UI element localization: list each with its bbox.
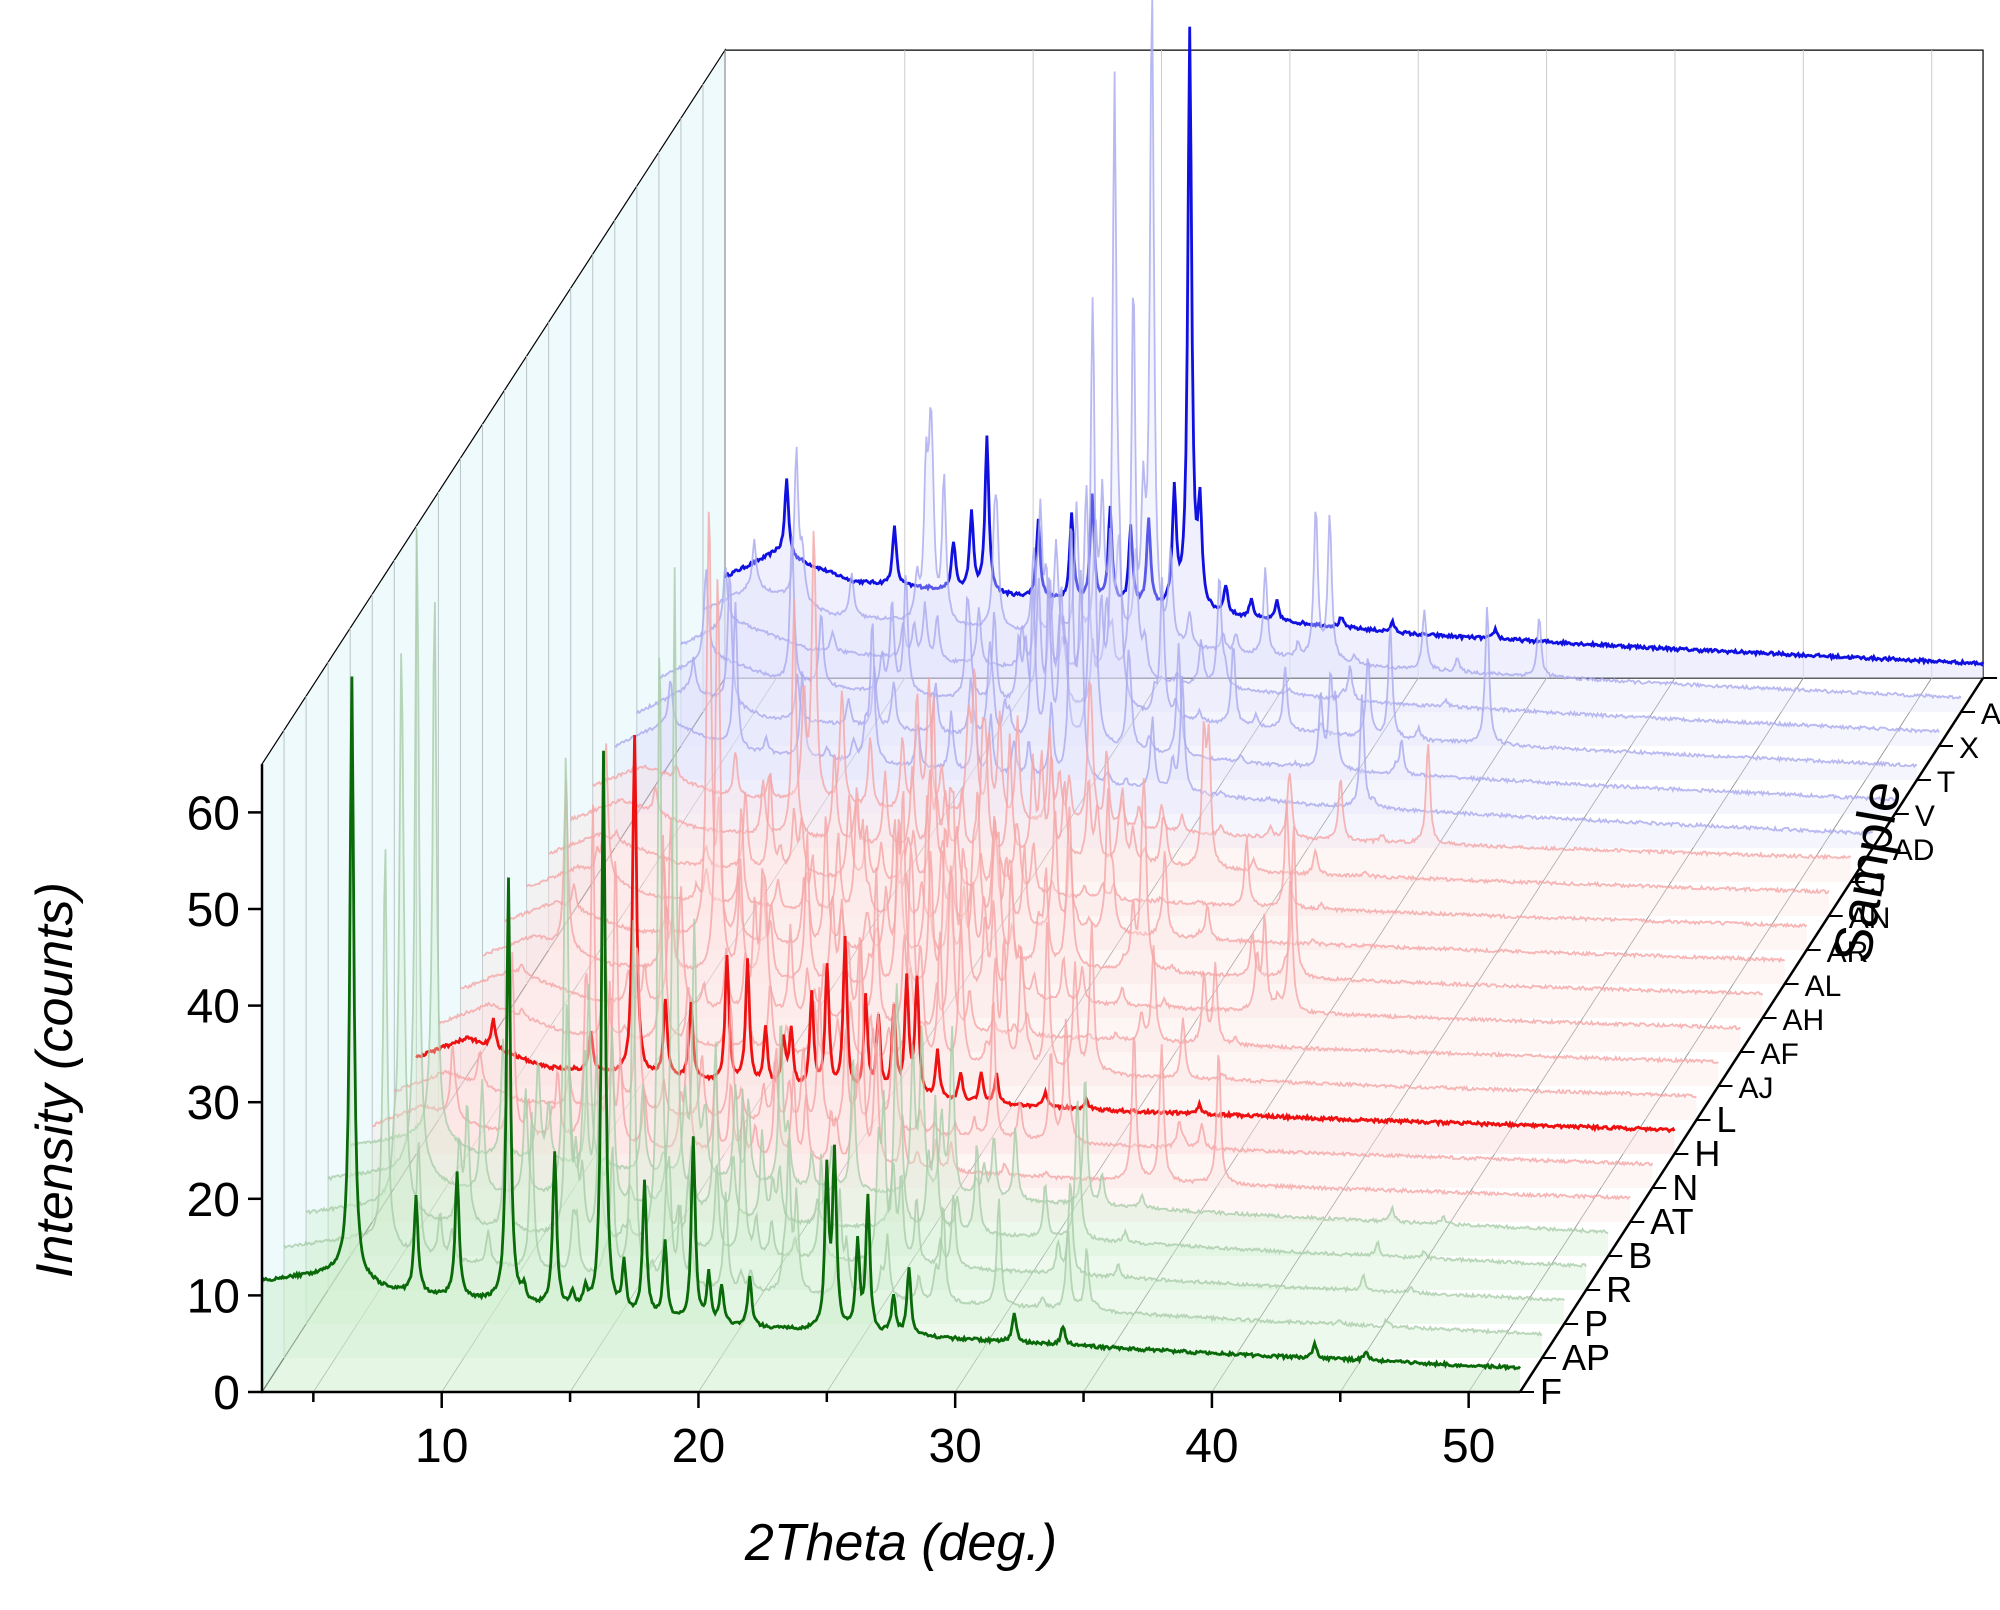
- series-fill: [328, 529, 1587, 1290]
- series-fill: [680, 297, 1939, 746]
- y-tick-label: 10: [187, 1270, 240, 1323]
- series-fill: [570, 598, 1829, 916]
- series-AL: [525, 743, 1786, 984]
- series-AT: [372, 804, 1631, 1222]
- x-axis-title: 2Theta (deg.): [744, 1514, 1057, 1572]
- series-AJ: [460, 818, 1719, 1086]
- y-tick-label: 40: [187, 981, 240, 1034]
- x-tick-label: 40: [1185, 1420, 1238, 1473]
- sample-label: J: [1871, 868, 1886, 901]
- series-line: [658, 71, 1918, 769]
- sample-label: P: [1584, 1303, 1608, 1344]
- series-line: [327, 529, 1587, 1269]
- series-fill: [725, 26, 1984, 679]
- sample-label: AJ: [1738, 1072, 1773, 1105]
- z-axis: [1518, 677, 1985, 1393]
- series-line: [548, 695, 1808, 929]
- sample-label: AT: [1650, 1201, 1693, 1242]
- sample-label: AF: [1761, 1038, 1799, 1071]
- series-line: [614, 528, 1874, 836]
- series-line: [415, 734, 1676, 1134]
- floor-gridline: [826, 677, 1291, 1393]
- floor-gridline: [441, 677, 906, 1393]
- axes-layer: [248, 677, 1998, 1408]
- x-tick-label: 30: [928, 1420, 981, 1473]
- series-fill: [372, 804, 1631, 1222]
- series-fill: [703, 0, 1961, 712]
- y-tick-label: 0: [213, 1367, 240, 1420]
- series-AN: [569, 598, 1830, 916]
- floor-gridline: [1211, 677, 1676, 1393]
- series-line: [305, 653, 1565, 1302]
- x-tick-label: 50: [1442, 1420, 1495, 1473]
- series-T: [658, 71, 1918, 781]
- sample-label: AH: [1783, 1004, 1825, 1037]
- sample-label: AB: [1981, 698, 2000, 731]
- series-line: [372, 804, 1631, 1201]
- series-P: [305, 653, 1565, 1324]
- series-X: [680, 297, 1940, 746]
- series-fill: [526, 743, 1785, 984]
- series-line: [680, 297, 1940, 734]
- series-fill: [658, 71, 1917, 781]
- sample-label: T: [1937, 766, 1955, 799]
- series-fill: [262, 676, 1520, 1392]
- sample-label: AL: [1805, 970, 1842, 1003]
- series-fill: [460, 818, 1719, 1086]
- series-line: [702, 0, 1962, 700]
- floor-gridline: [313, 677, 777, 1393]
- series-Z: [723, 26, 1985, 679]
- y-axis-title: Intensity (counts): [26, 882, 84, 1278]
- series-fill: [636, 297, 1895, 815]
- series-AR: [548, 695, 1808, 950]
- sample-label: L: [1716, 1099, 1736, 1140]
- sample-label: AD: [1893, 834, 1935, 867]
- sample-label: X: [1959, 732, 1979, 765]
- series-line: [592, 530, 1852, 861]
- series-line: [460, 818, 1719, 1065]
- series-line: [482, 579, 1741, 1031]
- sample-label: R: [1606, 1269, 1632, 1310]
- series-fill: [350, 602, 1609, 1256]
- sample-label: AP: [1562, 1337, 1610, 1378]
- series-layer: [260, 0, 1985, 1392]
- series-fill: [438, 834, 1697, 1120]
- series-fill: [592, 530, 1851, 882]
- series-line: [283, 849, 1543, 1337]
- series-line: [260, 676, 1522, 1372]
- y-tick-label: 30: [187, 1077, 240, 1130]
- series-R: [327, 529, 1587, 1290]
- sample-label: H: [1694, 1133, 1720, 1174]
- sample-label: B: [1628, 1235, 1652, 1276]
- y-tick-label: 60: [187, 787, 240, 840]
- series-V: [636, 297, 1896, 815]
- series-fill: [306, 653, 1565, 1324]
- series-line: [569, 598, 1830, 895]
- floor-gridline: [1083, 677, 1547, 1393]
- series-AD: [614, 528, 1874, 848]
- series-H: [415, 734, 1676, 1154]
- x-tick-label: 10: [415, 1420, 468, 1473]
- y-tick-label: 50: [187, 884, 240, 937]
- sample-label: N: [1672, 1167, 1698, 1208]
- series-line: [525, 743, 1786, 964]
- y-tick-label: 20: [187, 1174, 240, 1227]
- series-AB: [702, 0, 1962, 712]
- floor-gridline: [1339, 677, 1804, 1393]
- series-J: [592, 530, 1852, 882]
- x-tick-label: 20: [672, 1420, 725, 1473]
- sample-label: F: [1540, 1371, 1562, 1412]
- series-line: [723, 26, 1985, 667]
- sample-label: AN: [1849, 902, 1891, 935]
- series-line: [636, 297, 1896, 802]
- sample-label: V: [1915, 800, 1935, 833]
- sample-label: AR: [1827, 936, 1869, 969]
- series-F: [260, 676, 1522, 1392]
- series-fill: [548, 695, 1807, 950]
